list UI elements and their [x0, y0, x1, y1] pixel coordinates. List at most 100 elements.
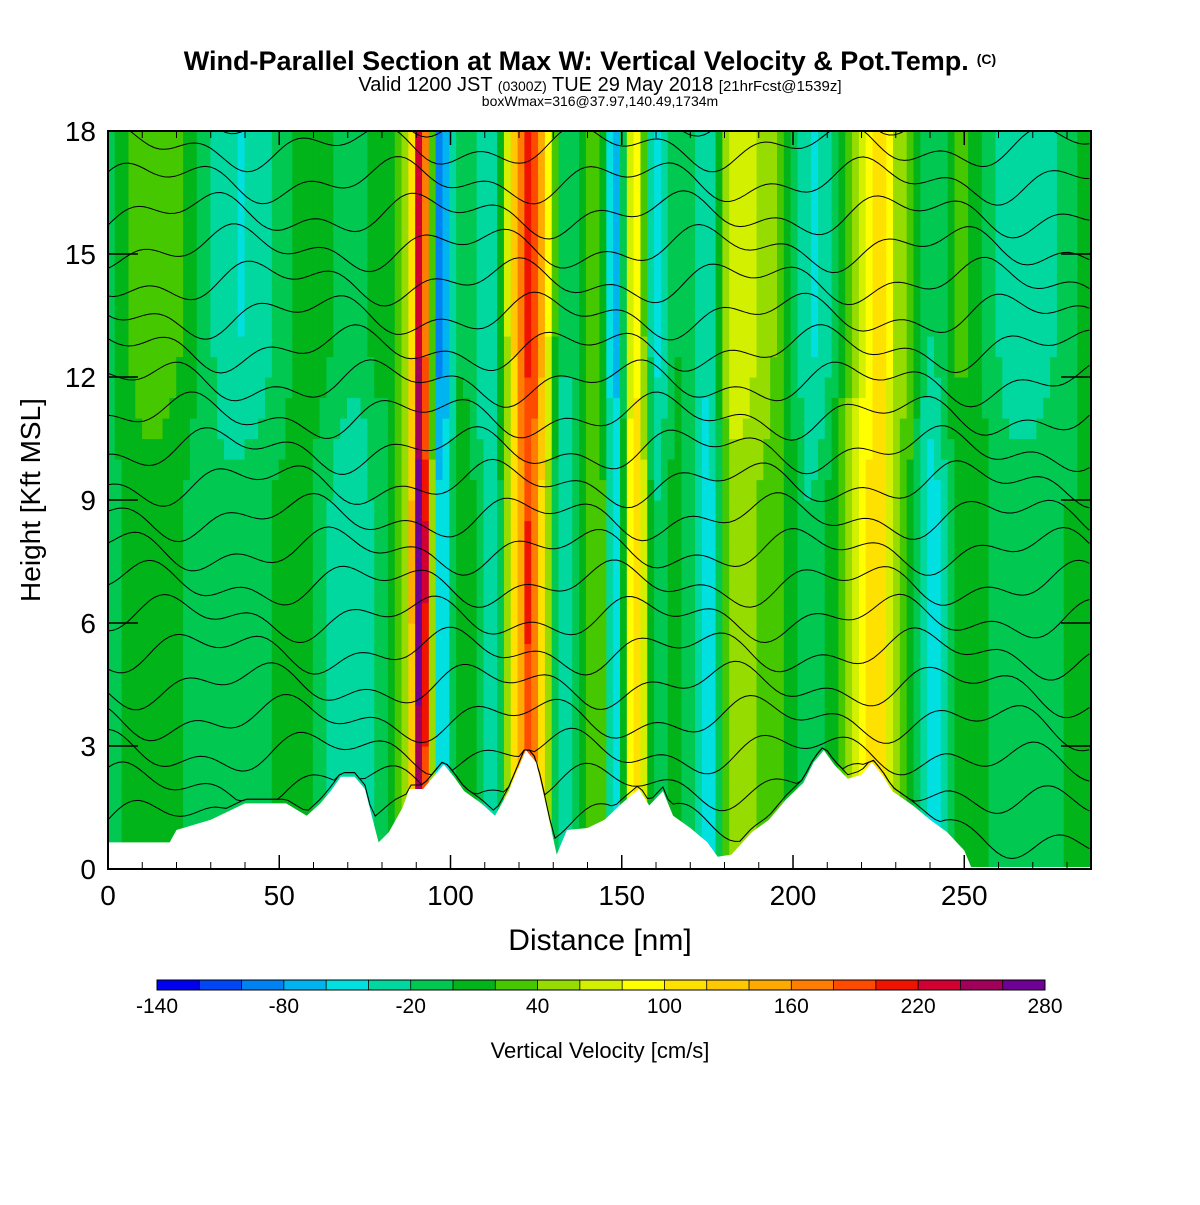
- velocity-cell: [217, 418, 225, 440]
- velocity-cell: [148, 418, 157, 440]
- velocity-cell: [340, 418, 348, 440]
- velocity-cell: [544, 438, 553, 460]
- velocity-cell: [701, 397, 710, 419]
- velocity-cell: [408, 705, 416, 727]
- velocity-cell: [1009, 479, 1017, 501]
- velocity-cell: [476, 459, 485, 481]
- velocity-cell: [961, 172, 969, 194]
- velocity-cell: [176, 807, 184, 829]
- velocity-cell: [462, 705, 471, 727]
- velocity-cell: [667, 438, 676, 460]
- velocity-cell: [770, 684, 778, 706]
- velocity-cell: [1029, 848, 1037, 869]
- velocity-cell: [538, 172, 546, 194]
- velocity-cell: [401, 561, 409, 583]
- velocity-cell: [265, 766, 273, 788]
- velocity-cell: [701, 643, 710, 665]
- velocity-cell: [558, 274, 566, 296]
- velocity-cell: [1043, 172, 1051, 194]
- velocity-cell: [353, 336, 362, 358]
- velocity-cell: [469, 787, 478, 809]
- velocity-cell: [394, 623, 403, 645]
- velocity-cell: [469, 725, 478, 747]
- velocity-cell: [497, 418, 505, 440]
- velocity-cell: [210, 746, 218, 768]
- velocity-cell: [667, 520, 676, 542]
- velocity-cell: [326, 438, 334, 460]
- velocity-cell: [381, 315, 389, 337]
- velocity-cell: [961, 315, 969, 337]
- velocity-cell: [715, 725, 723, 747]
- velocity-cell: [271, 684, 280, 706]
- velocity-cell: [278, 172, 287, 194]
- velocity-cell: [278, 705, 287, 727]
- velocity-cell: [715, 192, 723, 214]
- velocity-cell: [483, 582, 491, 604]
- velocity-cell: [968, 602, 976, 624]
- velocity-cell: [128, 561, 136, 583]
- velocity-cell: [189, 623, 198, 645]
- velocity-cell: [961, 602, 969, 624]
- velocity-cell: [108, 356, 116, 378]
- velocity-cell: [408, 746, 416, 768]
- velocity-cell: [340, 684, 348, 706]
- velocity-cell: [360, 705, 369, 727]
- velocity-cell: [237, 295, 246, 317]
- velocity-cell: [476, 377, 485, 399]
- velocity-cell: [770, 479, 778, 501]
- velocity-cell: [183, 131, 191, 153]
- velocity-cell: [981, 787, 990, 809]
- velocity-cell: [196, 541, 205, 563]
- velocity-cell: [640, 520, 648, 542]
- velocity-cell: [722, 643, 730, 665]
- velocity-cell: [517, 397, 526, 419]
- velocity-cell: [742, 541, 751, 563]
- velocity-cell: [667, 213, 676, 235]
- velocity-cell: [790, 582, 799, 604]
- velocity-cell: [367, 705, 375, 727]
- velocity-cell: [121, 787, 130, 809]
- velocity-cell: [852, 705, 860, 727]
- velocity-cell: [1002, 848, 1010, 869]
- velocity-cell: [217, 356, 225, 378]
- velocity-cell: [258, 787, 266, 809]
- velocity-cell: [121, 500, 130, 522]
- velocity-cell: [995, 828, 1003, 850]
- velocity-cell: [360, 541, 369, 563]
- velocity-cell: [974, 848, 983, 869]
- velocity-cell: [933, 377, 942, 399]
- velocity-cell: [579, 725, 587, 747]
- velocity-cell: [715, 438, 723, 460]
- velocity-cell: [469, 705, 478, 727]
- velocity-cell: [968, 151, 976, 173]
- velocity-cell: [899, 561, 908, 583]
- velocity-cell: [933, 582, 942, 604]
- velocity-cell: [401, 602, 409, 624]
- velocity-cell: [838, 377, 846, 399]
- velocity-cell: [210, 705, 218, 727]
- velocity-cell: [367, 397, 375, 419]
- velocity-cell: [1036, 233, 1044, 255]
- velocity-cell: [422, 602, 430, 624]
- velocity-cell: [189, 315, 198, 337]
- velocity-cell: [148, 602, 157, 624]
- velocity-cell: [961, 500, 969, 522]
- velocity-cell: [585, 520, 594, 542]
- velocity-cell: [224, 643, 232, 665]
- velocity-cell: [408, 192, 416, 214]
- velocity-cell: [592, 192, 601, 214]
- velocity-cell: [981, 438, 990, 460]
- velocity-cell: [142, 459, 150, 481]
- velocity-cell: [1043, 766, 1051, 788]
- velocity-cell: [599, 643, 607, 665]
- velocity-cell: [483, 500, 491, 522]
- velocity-cell: [237, 582, 246, 604]
- velocity-cell: [340, 561, 348, 583]
- velocity-cell: [572, 602, 580, 624]
- velocity-cell: [770, 438, 778, 460]
- velocity-cell: [189, 766, 198, 788]
- velocity-cell: [619, 623, 628, 645]
- velocity-cell: [285, 151, 293, 173]
- velocity-cell: [353, 254, 362, 276]
- velocity-cell: [585, 561, 594, 583]
